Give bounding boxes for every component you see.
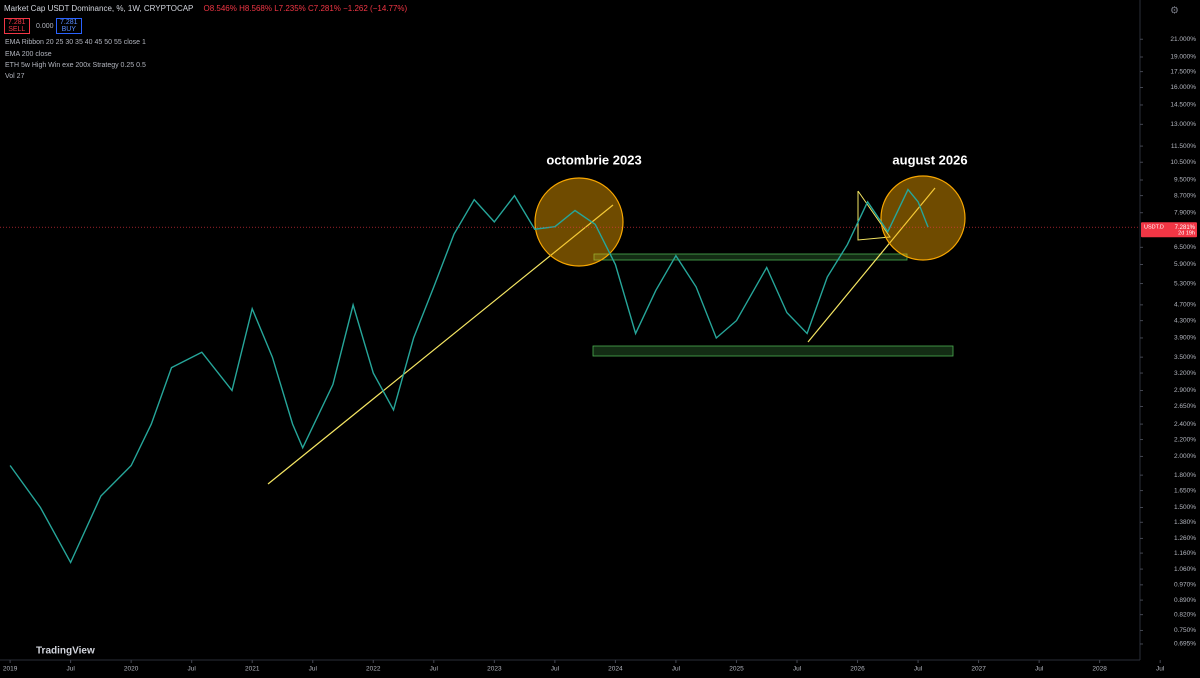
x-tick-label: 2024 — [608, 666, 623, 673]
support-zone — [592, 345, 954, 357]
y-tick-label: 16.000% — [1170, 84, 1196, 91]
y-tick-label: 5.300% — [1174, 280, 1196, 287]
y-tick-label: 2.400% — [1174, 421, 1196, 428]
countdown: 2d 19h — [1178, 231, 1195, 237]
y-tick-label: 7.900% — [1174, 209, 1196, 216]
y-tick-label: 0.890% — [1174, 597, 1196, 604]
y-tick-label: 2.650% — [1174, 403, 1196, 410]
y-tick-label: 11.500% — [1171, 143, 1196, 150]
x-tick-label: 2027 — [971, 666, 986, 673]
price-label: 7.281% — [1175, 225, 1196, 231]
y-tick-label: 1.800% — [1174, 472, 1196, 479]
y-tick-label: 4.700% — [1174, 302, 1196, 309]
price-tag-bg — [1141, 222, 1197, 238]
y-tick-label: 17.500% — [1170, 68, 1196, 75]
x-tick-label: Jul — [309, 666, 318, 673]
y-tick-label: 1.500% — [1174, 504, 1196, 511]
y-tick-label: 6.500% — [1174, 244, 1196, 251]
indicator[interactable]: ETH 5w High Win exe 200x Strategy 0.25 0… — [5, 62, 146, 69]
price-line — [9, 188, 929, 565]
ohlc: O8.546% H8.568% L7.235% C7.281% −1.262 (… — [203, 4, 408, 13]
y-tick-label: 0.750% — [1174, 627, 1196, 634]
indicator[interactable]: EMA Ribbon 20 25 30 35 40 45 50 55 close… — [5, 39, 146, 46]
y-tick-label: 1.380% — [1174, 519, 1196, 526]
x-tick-label: Jul — [914, 666, 923, 673]
y-tick-label: 19.000% — [1170, 54, 1196, 61]
y-tick-label: 1.160% — [1174, 550, 1196, 557]
settings-icon[interactable]: ⚙ — [1170, 6, 1179, 17]
x-tick-label: Jul — [430, 666, 439, 673]
highlight-circle — [534, 177, 624, 267]
x-tick-label: Jul — [672, 666, 681, 673]
x-tick-label: Jul — [551, 666, 560, 673]
y-tick-label: 3.900% — [1174, 335, 1196, 342]
indicator[interactable]: Vol 27 — [5, 73, 25, 80]
x-tick-label: Jul — [793, 666, 802, 673]
y-tick-label: 0.695% — [1174, 641, 1196, 648]
annotation: octombrie 2023 — [546, 152, 641, 167]
x-tick-label: 2021 — [245, 666, 260, 673]
spread: 0.000 — [36, 23, 54, 30]
symbol-header: Market Cap USDT Dominance, %, 1W, CRYPTO… — [4, 4, 407, 13]
x-tick-label: 2023 — [487, 666, 502, 673]
drawings — [267, 175, 966, 485]
sell-price: 7.281 — [8, 19, 26, 26]
y-tick-label: 2.200% — [1174, 436, 1196, 443]
x-tick-label: 2020 — [124, 666, 139, 673]
y-tick-label: 2.000% — [1174, 453, 1196, 460]
x-tick-label: 2022 — [366, 666, 381, 673]
symbol-line: Market Cap USDT Dominance, %, 1W, CRYPTO… — [4, 4, 194, 13]
y-tick-label: 14.500% — [1170, 102, 1196, 109]
y-tick-label: 13.000% — [1170, 121, 1196, 128]
x-tick-label: Jul — [66, 666, 75, 673]
resistance-zone — [593, 253, 908, 261]
x-tick-label: 2026 — [850, 666, 865, 673]
x-tick-label: 2019 — [3, 666, 18, 673]
buy-button[interactable]: 7.281 BUY — [56, 18, 82, 34]
price-tag-symbol: USDT.D — [1144, 225, 1164, 231]
y-tick-label: 5.900% — [1174, 261, 1196, 268]
y-tick-label: 0.970% — [1174, 582, 1196, 589]
x-tick-label: Jul — [188, 666, 197, 673]
y-tick-label: 21.000% — [1170, 36, 1196, 43]
y-tick-label: 3.500% — [1174, 354, 1196, 361]
indicator[interactable]: EMA 200 close — [5, 51, 52, 58]
y-tick-label: 3.200% — [1174, 370, 1196, 377]
highlight-circle — [880, 175, 966, 261]
y-tick-label: 10.500% — [1170, 159, 1196, 166]
buy-label: BUY — [61, 26, 76, 33]
y-tick-label: 1.260% — [1174, 535, 1196, 542]
x-tick-label: 2025 — [729, 666, 744, 673]
y-tick-label: 4.300% — [1174, 317, 1196, 324]
sell-label: SELL — [8, 26, 26, 33]
y-tick-label: 9.500% — [1174, 177, 1196, 184]
y-tick-label: 1.650% — [1174, 487, 1196, 494]
y-tick-label: 1.060% — [1174, 566, 1196, 573]
annotation: august 2026 — [892, 152, 967, 167]
y-tick-label: 2.900% — [1174, 387, 1196, 394]
logo: TradingView — [36, 646, 95, 657]
trendline — [267, 204, 614, 485]
x-tick-label: Jul — [1035, 666, 1044, 673]
triangle-pattern — [857, 190, 891, 241]
buy-price: 7.281 — [60, 19, 78, 26]
trendline — [807, 187, 936, 343]
sell-button[interactable]: 7.281 SELL — [4, 18, 30, 34]
y-tick-label: 8.700% — [1174, 192, 1196, 199]
x-tick-label: Jul — [1156, 666, 1165, 673]
x-tick-label: 2028 — [1092, 666, 1107, 673]
y-tick-label: 0.820% — [1174, 611, 1196, 618]
